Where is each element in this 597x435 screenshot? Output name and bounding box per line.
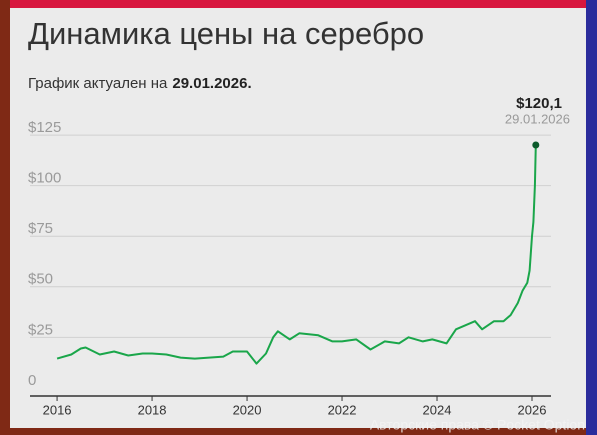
price-line [56, 144, 537, 365]
x-tick-label: 2016 [43, 402, 72, 417]
subtitle-date: 29.01.2026. [172, 75, 251, 92]
x-tick-label: 2020 [233, 402, 262, 417]
x-tick-label: 2024 [423, 402, 452, 417]
top-bar [10, 0, 586, 8]
end-point [532, 141, 540, 149]
annotation-date: 29.01.2026 [505, 111, 570, 126]
frame-right [586, 0, 597, 435]
y-tick-label: $25 [28, 321, 53, 338]
watermark: Авторские права © Pocket Option [370, 417, 585, 433]
value-label: $120,1 [516, 95, 562, 112]
y-tick-label: $125 [28, 119, 61, 136]
panel [10, 0, 586, 428]
y-tick-label: 0 [28, 372, 36, 389]
y-tick-label: $75 [28, 220, 53, 237]
x-tick-label: 2018 [138, 402, 167, 417]
y-tick-label: $50 [28, 271, 53, 288]
x-tick-label: 2026 [518, 402, 547, 417]
x-tick-label: 2022 [328, 402, 357, 417]
y-tick-label: $100 [28, 170, 61, 187]
subtitle: График актуален на [28, 75, 168, 92]
chart-title: Динамика цены на серебро [28, 16, 424, 51]
